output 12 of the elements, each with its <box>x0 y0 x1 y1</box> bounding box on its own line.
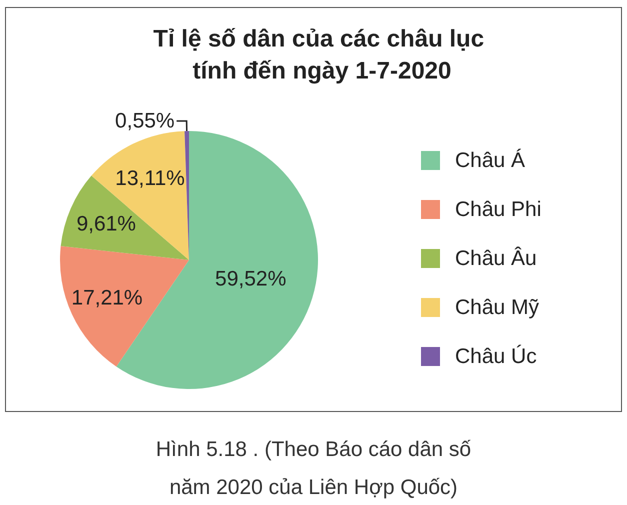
data-label: 59,52% <box>215 268 286 291</box>
data-label: 17,21% <box>71 286 143 310</box>
legend-label: Châu Úc <box>455 344 537 368</box>
chart-title: Tỉ lệ số dân của các châu lục tính đến ngày 1-7-2020 <box>153 26 491 84</box>
data-label: 13,11% <box>115 167 185 190</box>
legend-label: Châu Phi <box>455 198 542 221</box>
legend-label: Châu Mỹ <box>455 296 540 319</box>
legend-label: Châu Âu <box>455 246 537 270</box>
data-label: 9,61% <box>76 212 136 236</box>
data-label: 0,55% <box>115 110 175 133</box>
legend-label: Châu Á <box>455 148 526 172</box>
text: Hình 5.18 . (Theo Báo cáo dân số năm 2020 của Liên Hợp Quốc) <box>154 437 472 501</box>
